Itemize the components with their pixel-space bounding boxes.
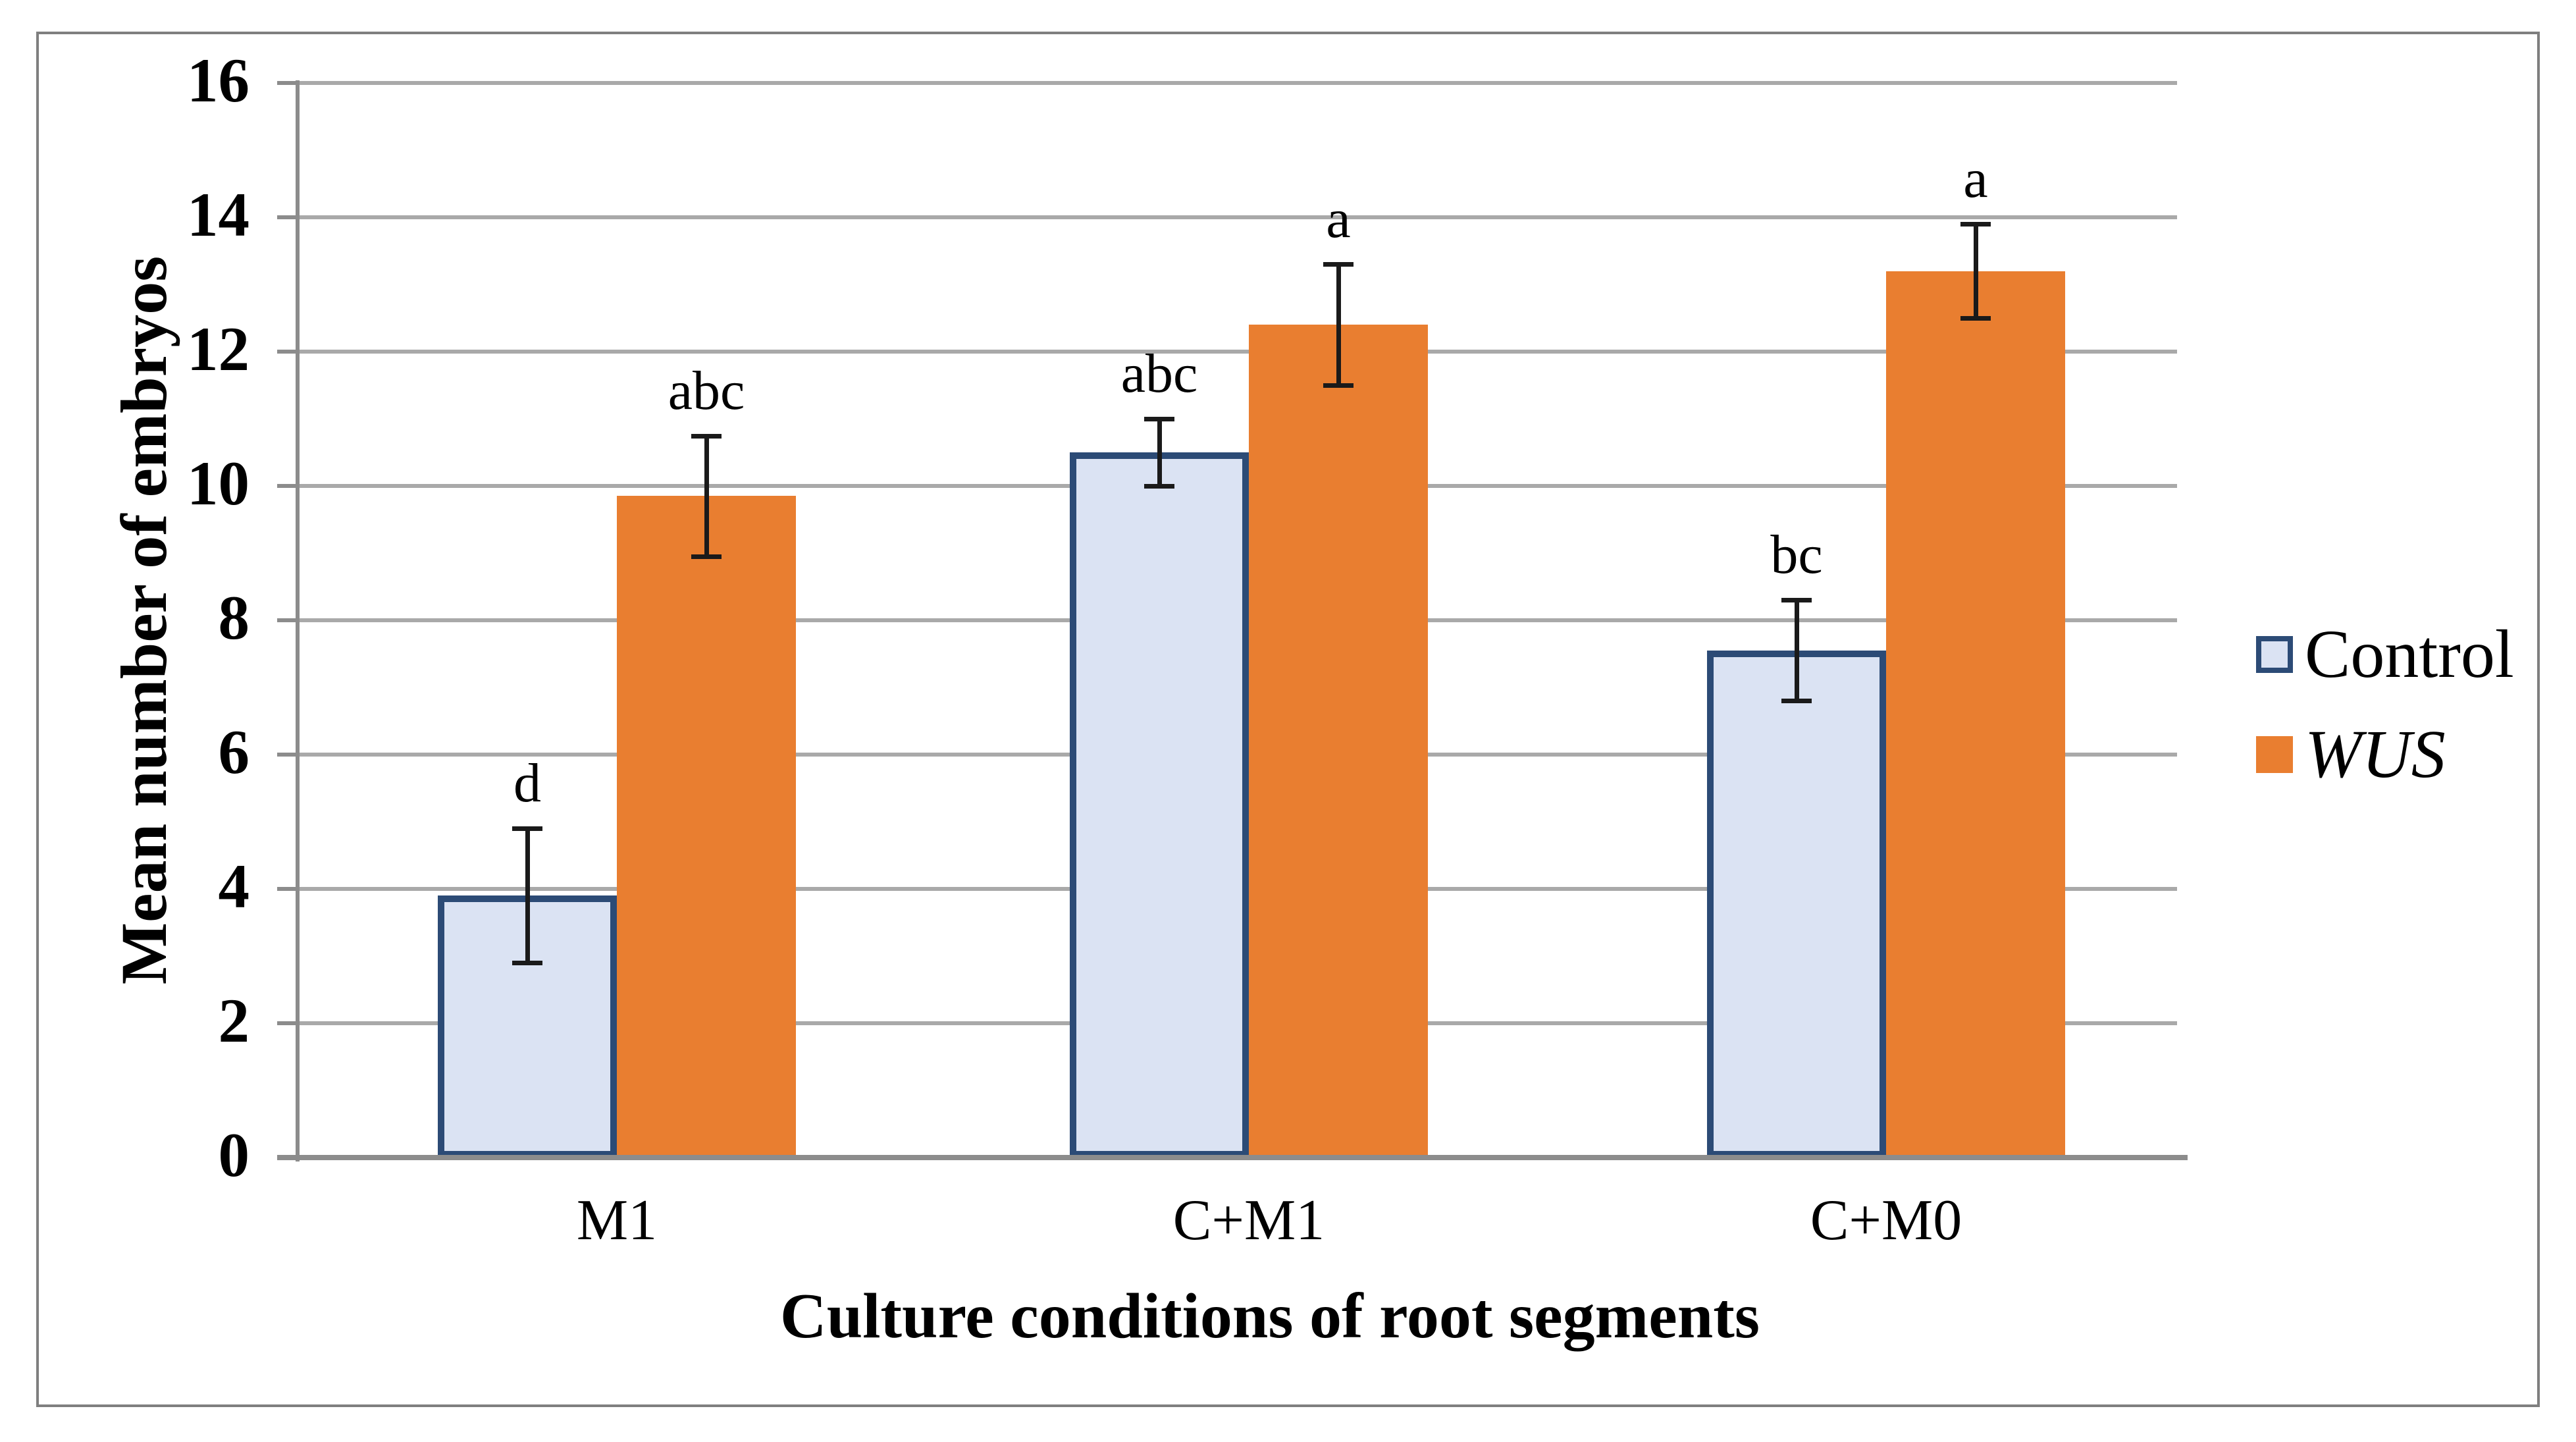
- error-bar-cap-top: [691, 433, 722, 439]
- bar-control-C+M0: [1707, 651, 1886, 1158]
- error-bar-cap-top: [1144, 416, 1174, 421]
- error-bar-line: [1336, 264, 1341, 385]
- error-bar-cap-top: [512, 826, 542, 831]
- sig-label: bc: [1770, 524, 1823, 585]
- y-axis-tick: [277, 887, 296, 891]
- error-bar-cap-bottom: [1323, 383, 1354, 388]
- sig-label: a: [1326, 188, 1351, 250]
- plot-area: 16 14 12 10 8 6 4 2 0 d abc M1 abc a C+M1 bc a C+M0 Contro…: [39, 34, 2537, 1404]
- y-tick-label: 12: [187, 314, 250, 384]
- y-tick-label: 6: [218, 717, 250, 787]
- y-axis-title: Mean number of embryos: [107, 255, 180, 985]
- legend-label-wus: WUS: [2305, 716, 2446, 792]
- bar-wus-C+M1: [1249, 325, 1428, 1158]
- y-axis-tick: [277, 215, 296, 219]
- error-bar-line: [1157, 419, 1162, 486]
- figure-frame: 16 14 12 10 8 6 4 2 0 d abc M1 abc a C+M1 bc a C+M0 Contro…: [36, 32, 2540, 1407]
- sig-label: d: [513, 753, 541, 814]
- y-axis-tick: [277, 618, 296, 622]
- gridline: [296, 81, 2177, 85]
- y-tick-label: 4: [218, 851, 250, 921]
- y-axis-tick: [277, 350, 296, 354]
- category-label: C+M1: [1172, 1188, 1325, 1252]
- error-bar-cap-top: [1781, 597, 1812, 602]
- y-axis-tick: [277, 753, 296, 757]
- sig-label: a: [1963, 148, 1988, 209]
- gridline: [296, 215, 2177, 219]
- legend-item-control: Control: [2256, 616, 2514, 692]
- sig-label: abc: [668, 360, 745, 421]
- error-bar-line: [1794, 600, 1799, 701]
- bar-wus-M1: [617, 496, 796, 1158]
- legend-item-wus: WUS: [2256, 716, 2446, 792]
- error-bar-line: [704, 436, 709, 556]
- y-tick-label: 10: [187, 448, 250, 518]
- y-tick-label: 0: [218, 1120, 250, 1190]
- sig-label: abc: [1120, 343, 1198, 404]
- y-tick-label: 2: [218, 986, 250, 1055]
- y-tick-label: 16: [187, 45, 250, 115]
- y-tick-label: 8: [218, 583, 250, 653]
- gridline: [296, 350, 2177, 354]
- legend-swatch-wus: [2256, 736, 2293, 774]
- error-bar-cap-bottom: [1960, 315, 1991, 321]
- bar-wus-C+M0: [1886, 271, 2065, 1158]
- category-label: M1: [576, 1188, 658, 1252]
- error-bar-cap-bottom: [512, 960, 542, 965]
- y-axis-tick: [277, 81, 296, 85]
- error-bar-cap-top: [1960, 221, 1991, 227]
- y-tick-label: 14: [187, 180, 250, 250]
- y-axis-line: [296, 80, 300, 1162]
- y-axis-tick: [277, 1021, 296, 1025]
- error-bar-line: [525, 828, 530, 963]
- error-bar-cap-top: [1323, 261, 1354, 267]
- x-axis-line: [277, 1155, 2188, 1160]
- error-bar-cap-bottom: [1144, 483, 1174, 489]
- legend-swatch-control: [2256, 636, 2293, 674]
- category-label: C+M0: [1810, 1188, 1962, 1252]
- error-bar-cap-bottom: [691, 554, 722, 559]
- x-axis-title: Culture conditions of root segments: [779, 1281, 1760, 1352]
- legend-label-control: Control: [2305, 616, 2514, 692]
- bar-control-C+M1: [1070, 452, 1249, 1158]
- y-axis-tick: [277, 484, 296, 488]
- error-bar-cap-bottom: [1781, 698, 1812, 703]
- error-bar-line: [1973, 224, 1978, 318]
